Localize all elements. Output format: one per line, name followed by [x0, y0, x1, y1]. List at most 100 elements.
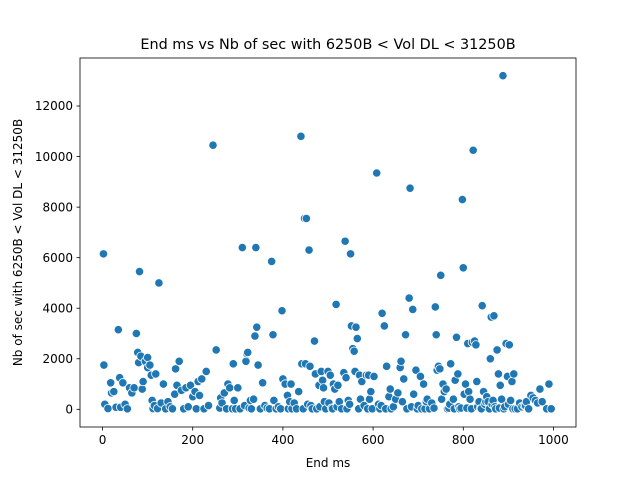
- data-point: [252, 322, 262, 332]
- data-point: [400, 330, 411, 340]
- data-point: [237, 242, 247, 253]
- data-point: [493, 369, 504, 379]
- data-point: [191, 404, 201, 414]
- data-point: [137, 384, 147, 394]
- data-point: [286, 379, 296, 389]
- chart-title: End ms vs Nb of sec with 6250B < Vol DL …: [140, 37, 515, 53]
- data-point: [129, 383, 139, 393]
- data-point: [399, 374, 409, 384]
- y-tick-label: 10000: [35, 150, 73, 164]
- data-point: [134, 266, 145, 277]
- data-point: [268, 330, 278, 340]
- x-axis-label: End ms: [306, 456, 351, 470]
- data-point: [138, 376, 148, 387]
- data-point: [471, 340, 481, 350]
- data-point: [429, 403, 439, 413]
- data-point: [506, 395, 516, 406]
- data-point: [241, 356, 251, 366]
- data-point: [372, 168, 382, 178]
- data-point: [203, 400, 214, 411]
- data-point: [446, 359, 456, 369]
- data-point: [251, 242, 261, 253]
- data-point: [524, 404, 534, 414]
- data-point: [174, 356, 184, 366]
- data-point: [393, 388, 403, 398]
- data-point: [269, 395, 279, 406]
- data-point: [317, 375, 328, 385]
- data-point: [408, 304, 418, 315]
- data-point: [382, 361, 392, 371]
- data-point: [435, 364, 445, 374]
- data-point: [377, 308, 387, 318]
- data-point: [341, 373, 351, 383]
- data-point: [318, 383, 329, 393]
- data-point: [267, 256, 277, 267]
- data-point: [145, 360, 155, 370]
- data-point: [369, 371, 379, 382]
- data-point: [246, 404, 256, 414]
- data-point: [194, 390, 205, 401]
- x-tick-label: 400: [271, 433, 294, 447]
- data-point: [122, 404, 132, 414]
- data-point: [154, 278, 164, 288]
- data-point: [185, 380, 196, 390]
- data-point: [208, 140, 218, 150]
- data-point: [331, 299, 341, 310]
- data-point: [460, 379, 471, 389]
- data-point: [118, 378, 128, 388]
- data-point: [309, 336, 320, 346]
- x-tick-label: 0: [99, 433, 107, 447]
- data-point: [507, 376, 517, 387]
- y-tick-label: 12000: [35, 99, 73, 113]
- points-layer: [98, 71, 556, 414]
- data-point: [436, 270, 446, 280]
- x-tick-label: 200: [181, 433, 204, 447]
- data-point: [304, 245, 314, 255]
- data-point: [253, 360, 263, 370]
- data-point: [277, 306, 287, 316]
- x-tick-label: 800: [452, 433, 475, 447]
- data-point: [325, 370, 335, 380]
- data-point: [409, 389, 419, 399]
- data-point: [472, 376, 482, 387]
- data-point: [535, 384, 545, 394]
- data-point: [109, 387, 119, 397]
- data-point: [504, 340, 514, 350]
- data-point: [453, 369, 463, 379]
- data-point: [305, 361, 315, 371]
- data-point: [405, 183, 415, 193]
- y-tick-label: 4000: [42, 301, 73, 315]
- data-point: [418, 379, 429, 389]
- data-point: [364, 394, 375, 404]
- data-point: [448, 394, 458, 404]
- data-point: [485, 354, 495, 364]
- y-tick-label: 0: [65, 403, 73, 417]
- data-point: [243, 347, 253, 358]
- data-point: [509, 369, 519, 379]
- data-point: [366, 387, 376, 397]
- data-point: [431, 330, 441, 340]
- data-point: [228, 359, 238, 369]
- data-point: [464, 387, 474, 397]
- data-point: [158, 379, 169, 389]
- data-point: [211, 345, 221, 355]
- data-point: [294, 387, 304, 397]
- data-point: [351, 322, 361, 332]
- data-point: [167, 404, 178, 414]
- data-point: [143, 352, 153, 363]
- data-point: [357, 376, 367, 387]
- data-point: [544, 379, 554, 389]
- data-point: [98, 249, 109, 259]
- data-point: [388, 402, 398, 412]
- y-tick-label: 6000: [42, 251, 73, 265]
- data-point: [430, 302, 440, 312]
- data-point: [465, 394, 475, 404]
- data-point: [170, 364, 181, 374]
- data-point: [183, 402, 193, 412]
- y-axis-ticks: 0 2000 4000 6000 8000 10000 12000: [35, 99, 80, 417]
- data-point: [411, 365, 421, 375]
- data-point: [458, 263, 468, 273]
- data-point: [197, 374, 207, 384]
- data-point: [201, 366, 211, 376]
